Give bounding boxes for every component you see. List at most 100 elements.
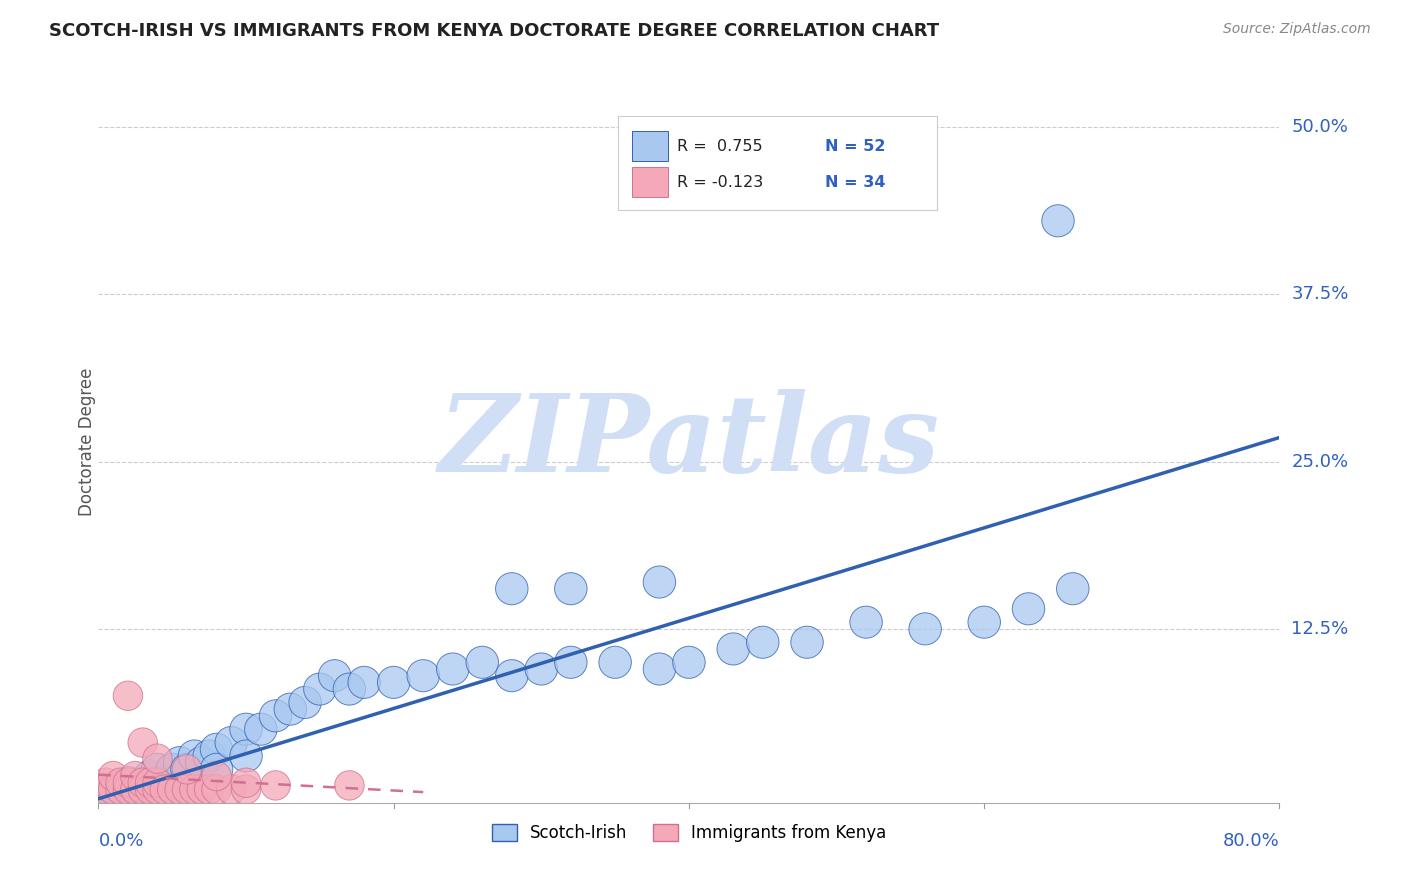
Ellipse shape	[643, 566, 676, 599]
Text: 50.0%: 50.0%	[1291, 118, 1348, 136]
Ellipse shape	[128, 774, 157, 805]
Ellipse shape	[465, 646, 499, 678]
Ellipse shape	[128, 768, 157, 797]
Ellipse shape	[215, 726, 247, 758]
Ellipse shape	[217, 774, 246, 805]
FancyBboxPatch shape	[619, 117, 936, 211]
Ellipse shape	[143, 744, 173, 773]
Ellipse shape	[672, 646, 706, 678]
Ellipse shape	[262, 771, 291, 800]
Text: N = 52: N = 52	[825, 138, 886, 153]
Ellipse shape	[141, 767, 174, 799]
Text: ZIPatlas: ZIPatlas	[439, 389, 939, 494]
Text: R = -0.123: R = -0.123	[678, 175, 763, 190]
Ellipse shape	[120, 773, 152, 805]
Ellipse shape	[141, 753, 174, 786]
Ellipse shape	[143, 768, 173, 797]
Ellipse shape	[128, 728, 157, 757]
Ellipse shape	[377, 666, 411, 698]
Text: R =  0.755: R = 0.755	[678, 138, 762, 153]
Bar	[633, 131, 668, 161]
Ellipse shape	[232, 768, 262, 797]
Text: N = 34: N = 34	[825, 175, 886, 190]
Ellipse shape	[245, 714, 277, 746]
Ellipse shape	[259, 699, 292, 731]
Ellipse shape	[165, 774, 194, 805]
Ellipse shape	[288, 687, 322, 719]
Text: 0.0%: 0.0%	[98, 831, 143, 850]
Ellipse shape	[111, 767, 145, 799]
Ellipse shape	[173, 774, 202, 805]
Ellipse shape	[114, 774, 143, 805]
Y-axis label: Doctorate Degree: Doctorate Degree	[79, 368, 96, 516]
Ellipse shape	[127, 767, 159, 799]
Text: SCOTCH-IRISH VS IMMIGRANTS FROM KENYA DOCTORATE DEGREE CORRELATION CHART: SCOTCH-IRISH VS IMMIGRANTS FROM KENYA DO…	[49, 22, 939, 40]
Ellipse shape	[180, 774, 209, 805]
Ellipse shape	[127, 773, 159, 805]
Ellipse shape	[335, 771, 364, 800]
Bar	[633, 167, 668, 197]
Ellipse shape	[186, 747, 218, 779]
Ellipse shape	[524, 653, 558, 685]
Ellipse shape	[200, 733, 233, 765]
Ellipse shape	[1042, 204, 1074, 237]
Ellipse shape	[232, 774, 262, 805]
Text: 12.5%: 12.5%	[1291, 620, 1348, 638]
Legend: Scotch-Irish, Immigrants from Kenya: Scotch-Irish, Immigrants from Kenya	[485, 817, 893, 848]
Ellipse shape	[790, 626, 824, 658]
Ellipse shape	[157, 774, 187, 805]
Ellipse shape	[554, 646, 588, 678]
Ellipse shape	[179, 740, 211, 772]
Ellipse shape	[193, 740, 225, 772]
Ellipse shape	[908, 613, 942, 645]
Ellipse shape	[114, 768, 143, 797]
Ellipse shape	[91, 768, 121, 797]
Ellipse shape	[97, 773, 129, 805]
Ellipse shape	[194, 774, 224, 805]
Ellipse shape	[347, 666, 381, 698]
Text: 37.5%: 37.5%	[1291, 285, 1348, 303]
Ellipse shape	[333, 673, 366, 705]
Ellipse shape	[143, 774, 173, 805]
Ellipse shape	[229, 714, 263, 746]
Ellipse shape	[114, 681, 143, 711]
Ellipse shape	[318, 660, 352, 692]
Ellipse shape	[202, 774, 232, 805]
Ellipse shape	[849, 607, 883, 639]
Text: Source: ZipAtlas.com: Source: ZipAtlas.com	[1223, 22, 1371, 37]
Ellipse shape	[170, 753, 204, 786]
Ellipse shape	[554, 573, 588, 605]
Ellipse shape	[495, 660, 529, 692]
Ellipse shape	[436, 653, 470, 685]
Ellipse shape	[105, 768, 135, 797]
Ellipse shape	[643, 653, 676, 685]
Ellipse shape	[98, 774, 128, 805]
Ellipse shape	[173, 755, 202, 784]
Ellipse shape	[156, 767, 188, 799]
Ellipse shape	[135, 768, 165, 797]
Ellipse shape	[135, 774, 165, 805]
Ellipse shape	[156, 753, 188, 786]
Ellipse shape	[163, 747, 195, 779]
Ellipse shape	[202, 762, 232, 791]
Ellipse shape	[1056, 573, 1090, 605]
Ellipse shape	[967, 607, 1001, 639]
Ellipse shape	[200, 753, 233, 786]
Text: 25.0%: 25.0%	[1291, 452, 1348, 471]
Ellipse shape	[121, 774, 150, 805]
Ellipse shape	[98, 762, 128, 791]
Ellipse shape	[274, 693, 307, 725]
Ellipse shape	[134, 760, 166, 792]
Ellipse shape	[406, 660, 440, 692]
Text: 80.0%: 80.0%	[1223, 831, 1279, 850]
Ellipse shape	[105, 774, 135, 805]
Ellipse shape	[747, 626, 779, 658]
Ellipse shape	[717, 633, 749, 665]
Ellipse shape	[104, 773, 136, 805]
Ellipse shape	[599, 646, 631, 678]
Ellipse shape	[90, 773, 122, 805]
Ellipse shape	[495, 573, 529, 605]
Ellipse shape	[304, 673, 336, 705]
Ellipse shape	[1012, 593, 1045, 624]
Ellipse shape	[187, 774, 217, 805]
